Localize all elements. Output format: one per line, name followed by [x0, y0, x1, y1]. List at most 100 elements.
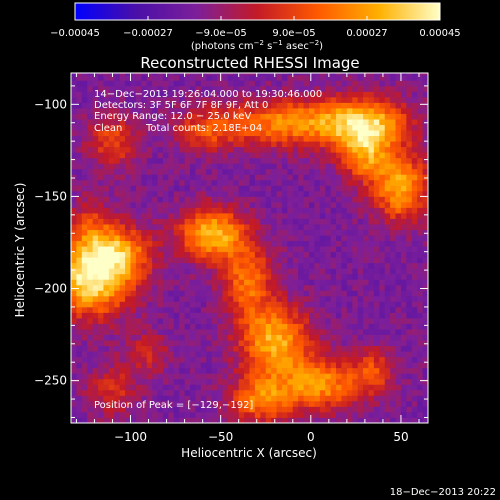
- heatmap-cell: [319, 146, 326, 153]
- heatmap-cell: [87, 163, 94, 170]
- heatmap-cell: [357, 108, 364, 114]
- heatmap-cell: [384, 329, 391, 335]
- heatmap-cell: [184, 163, 191, 170]
- heatmap-cell: [417, 318, 423, 324]
- heatmap-cell: [254, 240, 261, 247]
- heatmap-cell: [395, 124, 402, 131]
- heatmap-cell: [217, 196, 223, 203]
- heatmap-cell: [287, 384, 294, 391]
- heatmap-cell: [238, 306, 245, 313]
- heatmap-cell: [173, 367, 180, 374]
- heatmap-cell: [336, 207, 342, 214]
- heatmap-cell: [87, 218, 94, 225]
- heatmap-cell: [249, 130, 256, 137]
- heatmap-cell: [238, 312, 245, 319]
- heatmap-cell: [400, 301, 407, 308]
- heatmap-cell: [227, 340, 234, 347]
- heatmap-cell: [81, 179, 88, 186]
- heatmap-cell: [384, 340, 391, 347]
- heatmap-cell: [395, 389, 402, 396]
- heatmap-cell: [298, 411, 304, 418]
- heatmap-cell: [411, 74, 418, 81]
- heatmap-cell: [227, 179, 234, 186]
- heatmap-cell: [92, 152, 99, 159]
- heatmap-cell: [125, 400, 131, 407]
- heatmap-cell: [373, 284, 380, 291]
- heatmap-cell: [411, 174, 418, 181]
- heatmap-cell: [141, 356, 148, 363]
- heatmap-cell: [422, 417, 429, 424]
- heatmap-cell: [319, 284, 326, 291]
- heatmap-cell: [168, 141, 175, 148]
- heatmap-cell: [141, 91, 148, 98]
- heatmap-cell: [217, 218, 223, 225]
- heatmap-cell: [260, 224, 267, 230]
- heatmap-cell: [314, 157, 321, 164]
- heatmap-cell: [330, 295, 337, 302]
- heatmap-cell: [103, 218, 110, 225]
- heatmap-cell: [217, 119, 223, 125]
- heatmap-cell: [363, 168, 369, 175]
- heatmap-cell: [352, 102, 359, 109]
- heatmap-cell: [87, 373, 94, 380]
- heatmap-cell: [330, 362, 337, 369]
- heatmap-cell: [319, 318, 326, 324]
- heatmap-cell: [200, 196, 207, 203]
- heatmap-cell: [325, 74, 332, 81]
- heatmap-cell: [390, 96, 396, 103]
- heatmap-cell: [265, 284, 272, 291]
- heatmap-cell: [352, 146, 359, 153]
- heatmap-cell: [363, 329, 369, 335]
- heatmap-cell: [119, 201, 126, 208]
- heatmap-cell: [81, 146, 88, 153]
- heatmap-cell: [233, 356, 240, 363]
- heatmap-cell: [357, 257, 364, 264]
- heatmap-cell: [162, 73, 169, 76]
- heatmap-cell: [92, 356, 99, 363]
- heatmap-cell: [422, 201, 429, 208]
- heatmap-cell: [190, 246, 196, 253]
- heatmap-cell: [271, 235, 277, 242]
- heatmap-cell: [98, 334, 104, 341]
- heatmap-cell: [184, 351, 191, 358]
- heatmap-cell: [195, 124, 202, 131]
- heatmap-cell: [411, 190, 418, 197]
- heatmap-cell: [406, 356, 413, 363]
- heatmap-cell: [249, 290, 256, 297]
- heatmap-cell: [222, 224, 229, 230]
- heatmap-cell: [254, 345, 261, 352]
- heatmap-cell: [395, 179, 402, 186]
- heatmap-cell: [125, 373, 131, 380]
- heatmap-cell: [206, 395, 213, 402]
- heatmap-cell: [119, 362, 126, 369]
- heatmap-cell: [130, 213, 137, 219]
- heatmap-cell: [179, 246, 185, 253]
- heatmap-cell: [200, 356, 207, 363]
- heatmap-cell: [341, 406, 348, 413]
- heatmap-cell: [190, 124, 196, 131]
- heatmap-cell: [254, 190, 261, 197]
- heatmap-cell: [346, 102, 353, 109]
- y-tick-label: −200: [34, 282, 67, 296]
- heatmap-cell: [281, 174, 288, 181]
- heatmap-cell: [292, 340, 299, 347]
- heatmap-cell: [276, 174, 283, 181]
- heatmap-cell: [303, 323, 310, 330]
- heatmap-cell: [81, 345, 88, 352]
- heatmap-cell: [233, 168, 240, 175]
- heatmap-cell: [130, 102, 137, 109]
- heatmap-cell: [373, 74, 380, 81]
- heatmap-cell: [417, 389, 423, 396]
- heatmap-cell: [287, 185, 294, 192]
- heatmap-cell: [352, 168, 359, 175]
- heatmap-cell: [217, 362, 223, 369]
- heatmap-cell: [195, 235, 202, 242]
- heatmap-cell: [162, 190, 169, 197]
- heatmap-cell: [173, 246, 180, 253]
- heatmap-cell: [287, 224, 294, 230]
- heatmap-cell: [373, 124, 380, 131]
- heatmap-cell: [384, 406, 391, 413]
- heatmap-cell: [346, 246, 353, 253]
- heatmap-cell: [400, 340, 407, 347]
- heatmap-cell: [130, 119, 137, 125]
